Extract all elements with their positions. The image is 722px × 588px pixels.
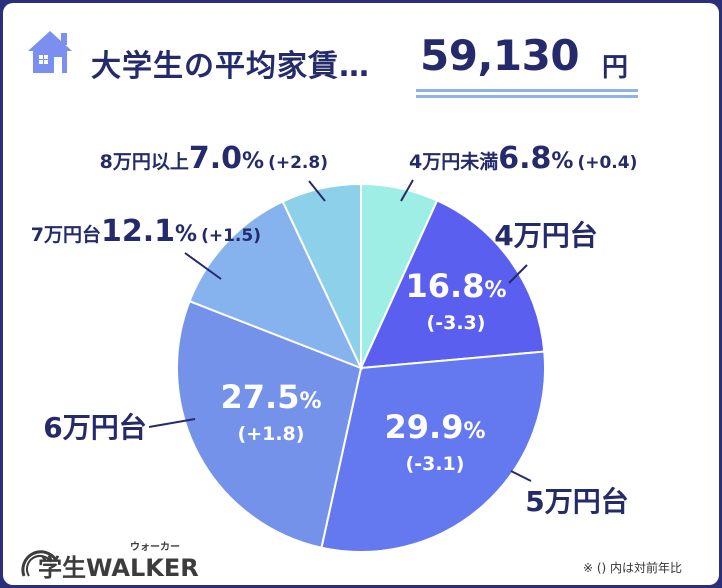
page-title: 大学生の平均家賃… <box>91 49 370 84</box>
leader-line <box>400 179 414 202</box>
currency-unit: 円 <box>602 53 629 83</box>
gakusei-walker-logo: ウォーカー 学生WALKER <box>20 540 200 582</box>
house-icon <box>28 31 72 73</box>
footnote: ※ () 内は対前年比 <box>583 561 683 575</box>
title-underline <box>416 89 638 92</box>
leader-line <box>510 470 532 482</box>
slice-name-label: 4万円台 <box>494 219 597 252</box>
pie-slice <box>188 200 363 370</box>
average-rent-value: 59,130 円 <box>416 31 638 101</box>
pie-slice <box>176 299 363 549</box>
pie-slice <box>359 199 546 370</box>
slice-change-label: (-3.1) <box>406 453 465 475</box>
header: 大学生の平均家賃… 59,130 円 <box>3 3 719 113</box>
slice-external-label: 8万円以上7.0% (+2.8) <box>100 141 328 176</box>
logo-text: 学生WALKER <box>38 554 199 582</box>
slice-external-label: 4万円未満6.8% (+0.4) <box>409 141 637 176</box>
leader-line <box>148 418 196 428</box>
logo-arc-icon <box>21 550 58 577</box>
slice-external-label: 7万円台12.1% (+1.5) <box>31 214 261 249</box>
slice-name-label: 5万円台 <box>525 485 628 518</box>
logo-subtext: ウォーカー <box>130 542 180 553</box>
title-underline <box>416 95 638 98</box>
slice-change-label: (+1.8) <box>238 423 305 445</box>
average-rent-amount: 59,130 <box>420 31 580 80</box>
slice-name-label: 6万円台 <box>43 411 146 444</box>
leader-line <box>184 252 222 280</box>
slice-percent-label: 16.8% <box>406 267 507 305</box>
slice-change-label: (-3.3) <box>427 312 486 334</box>
leader-line <box>508 264 528 284</box>
infographic-frame: 大学生の平均家賃… 59,130 円 4万円未満6.8% (+0.4) 16.8% (… <box>3 3 719 585</box>
leader-line <box>308 180 326 202</box>
pie-slice <box>320 350 546 553</box>
pie-slice <box>281 182 362 369</box>
pie-chart: 4万円未満6.8% (+0.4)16.8%(-3.3)4万円台29.9%(-3.1… <box>31 141 637 553</box>
